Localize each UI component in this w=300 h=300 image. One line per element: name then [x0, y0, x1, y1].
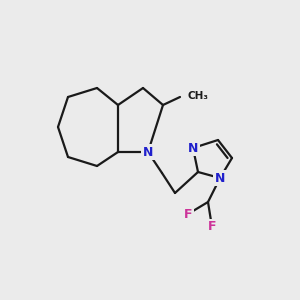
Text: N: N [143, 146, 153, 158]
Text: N: N [215, 172, 225, 184]
Text: CH₃: CH₃ [187, 91, 208, 101]
Text: F: F [208, 220, 216, 233]
Text: F: F [184, 208, 192, 220]
Text: N: N [188, 142, 198, 154]
